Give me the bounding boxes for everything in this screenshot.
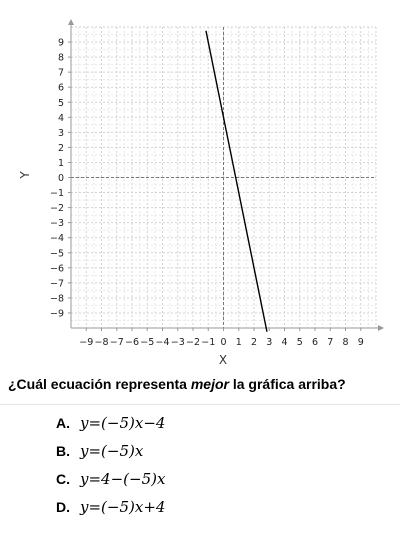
x-tick-label: 6	[312, 337, 318, 348]
y-axis-arrow-icon	[68, 19, 74, 25]
y-tick-label: 5	[58, 98, 64, 109]
choice-equation: y=(−5)x	[80, 442, 144, 460]
x-tick-label: −9	[79, 337, 93, 348]
x-tick-label: −3	[171, 337, 185, 348]
choice-letter: B.	[56, 443, 70, 459]
question-prefix: ¿Cuál ecuación representa	[8, 376, 191, 392]
x-tick-label: 0	[220, 337, 226, 348]
x-tick-label: 2	[251, 337, 257, 348]
y-tick-label: −4	[50, 233, 64, 244]
x-tick-label: −2	[186, 337, 200, 348]
question-text: ¿Cuál ecuación representa mejor la gráfi…	[8, 376, 392, 392]
x-tick-label: 4	[281, 337, 287, 348]
x-tick-label: 5	[297, 337, 303, 348]
x-tick-label: 8	[342, 337, 348, 348]
choice-a[interactable]: A. y=(−5)x−4	[56, 412, 165, 434]
choice-equation: y=4−(−5)x	[80, 470, 166, 488]
y-tick-label: 6	[58, 83, 64, 94]
question-emphasis: mejor	[190, 376, 229, 392]
x-tick-label: −4	[155, 337, 169, 348]
y-tick-label: −1	[50, 188, 64, 199]
divider	[0, 404, 400, 405]
x-tick-label: 7	[327, 337, 333, 348]
plotted-line	[205, 30, 268, 332]
y-tick-label: −6	[50, 263, 64, 274]
choice-d[interactable]: D. y=(−5)x+4	[56, 496, 165, 518]
choice-letter: A.	[56, 415, 70, 431]
choice-c[interactable]: C. y=4−(−5)x	[56, 468, 165, 490]
y-tick-label: −2	[50, 203, 64, 214]
coordinate-graph: −9 −8 −7 −6 −5 −4 −3 −2 −1 0 1 2 3 4 5 6 7 8 9−9−8−7−6−5−4…	[18, 19, 384, 367]
choice-letter: D.	[56, 499, 70, 515]
x-tick-label: −1	[201, 337, 215, 348]
x-tick-label: −7	[110, 337, 124, 348]
choice-b[interactable]: B. y=(−5)x	[56, 440, 143, 462]
y-tick-label: 2	[58, 143, 64, 154]
y-tick-label: 8	[58, 53, 64, 64]
y-axis-label: Y	[18, 171, 32, 180]
y-tick-label: 0	[58, 173, 64, 184]
choice-equation: y=(−5)x−4	[80, 414, 166, 432]
y-tick-label: 1	[58, 158, 64, 169]
series-line	[205, 30, 268, 332]
x-tick-label: −5	[140, 337, 154, 348]
y-tick-label: −9	[50, 308, 64, 319]
y-tick-label: 9	[58, 38, 64, 49]
y-tick-label: 4	[58, 113, 64, 124]
y-tick-label: −5	[50, 248, 64, 259]
y-tick-label: −8	[50, 293, 64, 304]
x-axis-label: X	[219, 353, 227, 367]
x-tick-label: −8	[94, 337, 108, 348]
x-tick-label: 9	[358, 337, 364, 348]
choice-equation: y=(−5)x+4	[80, 498, 166, 516]
y-tick-label: −7	[50, 278, 64, 289]
x-axis-arrow-icon	[378, 325, 384, 331]
y-tick-label: 3	[58, 128, 64, 139]
axes	[68, 19, 384, 331]
y-tick-label: −3	[50, 218, 64, 229]
y-tick-label: 7	[58, 68, 64, 79]
x-tick-label: −6	[125, 337, 139, 348]
question-suffix: la gráfica arriba?	[228, 376, 346, 392]
x-tick-label: 3	[266, 337, 272, 348]
x-tick-label: 1	[236, 337, 242, 348]
tick-labels: −9 −8 −7 −6 −5 −4 −3 −2 −1 0 1 2 3 4 5 6 7 8 9−9−8−7−6−5−4…	[50, 38, 364, 348]
choice-letter: C.	[56, 471, 70, 487]
